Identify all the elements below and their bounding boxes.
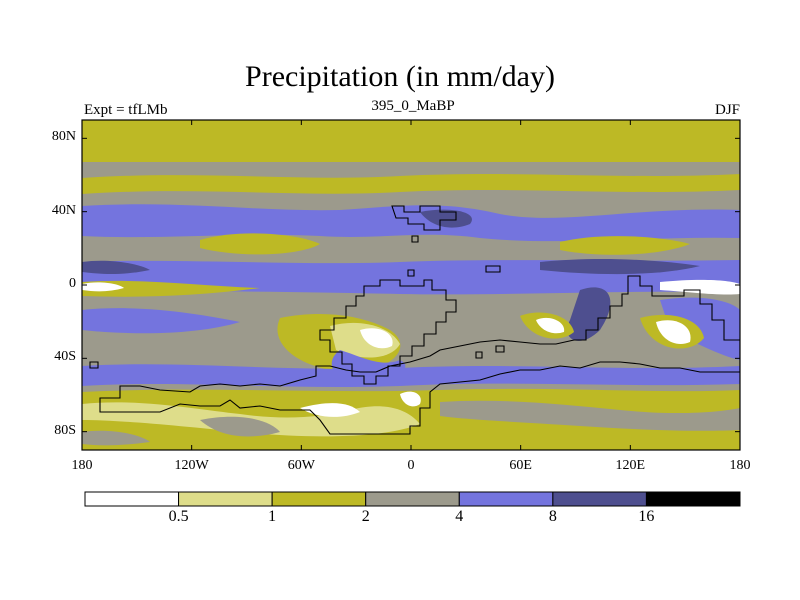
field-south-wet-c [660, 297, 740, 360]
field-eq-driest [82, 282, 124, 292]
field-antarctic-grey-a [200, 416, 280, 437]
field-eq-dry [82, 280, 260, 297]
x-tick-label: 180 [71, 458, 93, 473]
axis-ticks [81, 120, 741, 450]
colorbar-bin [84, 491, 180, 507]
field-storm-core [420, 209, 472, 228]
colorbar-label: 1 [268, 508, 277, 525]
field-arctic-band [82, 120, 740, 162]
field-subtrop-dry-a [200, 233, 320, 255]
y-tick-label: 40N [51, 202, 76, 218]
field-south-wet-b [567, 287, 611, 341]
x-tick-label: 120W [174, 458, 209, 473]
y-tick-label: 80S [54, 422, 76, 438]
plot-title: Precipitation (in mm/day) [245, 60, 555, 93]
field-eq-dry-east [660, 279, 740, 295]
land-island-b [485, 265, 501, 273]
field-south-driest-c [656, 320, 691, 344]
y-tick-label: 40S [54, 349, 76, 365]
field-itcz-core [540, 259, 700, 275]
x-tick-label: 60W [287, 458, 315, 473]
colorbar-label: 16 [638, 508, 655, 525]
x-tick-label: 180 [729, 458, 751, 473]
x-tick-label: 120E [615, 458, 646, 473]
field-south-driest-b [536, 317, 565, 334]
colorbar-bin [365, 491, 460, 507]
field-antarctic-driest [300, 403, 360, 417]
field-antarctic-grey-c [82, 430, 150, 446]
field-itcz-core-west [82, 260, 150, 274]
land-outlines [89, 205, 740, 435]
colorbar-label: 8 [548, 508, 557, 525]
field-subtrop-dry-b [560, 236, 690, 255]
colorbar-bin [458, 491, 554, 507]
precip-field [82, 120, 740, 450]
colorbar-label: 0.5 [168, 508, 189, 525]
season-label: DJF [714, 102, 740, 118]
colorbar-bin [645, 491, 741, 507]
field-antarctic-grey-b [440, 400, 740, 431]
field-antarctic-driest-b [400, 391, 421, 407]
colorbar-label: 2 [361, 508, 370, 525]
field-south-driest [360, 328, 393, 349]
land-north [391, 205, 457, 231]
experiment-label: Expt = tfLMb [84, 102, 168, 118]
x-tick-label: 60E [509, 458, 532, 473]
land-island-e [475, 351, 483, 359]
field-south-wet-a [82, 308, 240, 334]
colorbar-bin [178, 491, 273, 507]
y-tick-label: 0 [69, 276, 76, 291]
x-tick-label: 0 [407, 458, 415, 473]
land-island-f [89, 361, 99, 369]
field-north-belt [82, 174, 740, 194]
colorbar-label: 4 [455, 508, 464, 525]
field-south-storm [82, 364, 740, 387]
land-gondwana-west [319, 279, 457, 385]
y-tick-label: 80N [51, 129, 76, 145]
colorbar-bin [271, 491, 367, 507]
field-storm-track [82, 204, 740, 242]
land-island-d [495, 345, 505, 353]
land-gondwana-east [99, 275, 740, 435]
period-label: 395_0_MaBP [371, 98, 455, 114]
colorbar [84, 491, 741, 507]
colorbar-bin [552, 491, 647, 507]
land-island-a [411, 235, 419, 243]
land-island-c [407, 269, 415, 277]
